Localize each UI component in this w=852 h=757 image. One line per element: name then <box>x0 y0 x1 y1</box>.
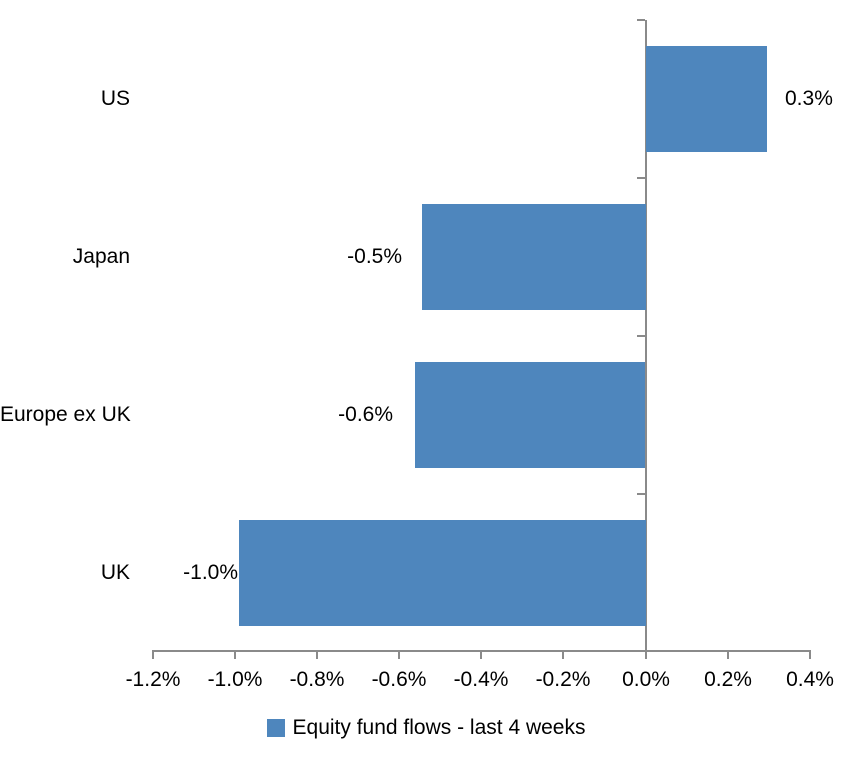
x-tick-label: -1.0% <box>207 668 263 691</box>
x-tick-label: -0.2% <box>535 668 591 691</box>
legend-swatch <box>266 719 285 737</box>
x-tick-label: -0.8% <box>289 668 345 691</box>
x-axis-tick <box>316 652 318 659</box>
y-axis-tick <box>637 19 645 21</box>
x-axis-line <box>152 650 811 652</box>
x-axis-tick <box>152 652 154 659</box>
bar-japan <box>422 204 646 310</box>
category-label: Japan <box>72 245 130 268</box>
y-axis-tick <box>637 493 645 495</box>
x-axis-tick <box>480 652 482 659</box>
bar-us <box>646 46 767 152</box>
category-label: Europe ex UK <box>0 403 131 426</box>
data-label: -0.5% <box>347 245 402 268</box>
category-label: UK <box>100 561 130 584</box>
x-tick-label: 0.0% <box>622 668 670 691</box>
x-axis-tick <box>234 652 236 659</box>
x-axis-tick <box>562 652 564 659</box>
x-axis-tick <box>809 652 811 659</box>
x-tick-label: -0.6% <box>371 668 427 691</box>
x-tick-label: 0.4% <box>786 668 834 691</box>
x-axis-tick <box>398 652 400 659</box>
data-label: -0.6% <box>338 403 393 426</box>
x-tick-label: -0.4% <box>453 668 509 691</box>
legend-label: Equity fund flows - last 4 weeks <box>292 716 586 739</box>
x-axis-tick <box>645 652 647 659</box>
category-label: US <box>100 87 130 110</box>
y-axis-tick <box>637 177 645 179</box>
data-label: 0.3% <box>785 87 833 110</box>
y-axis-tick <box>637 335 645 337</box>
bar-uk <box>239 520 646 626</box>
x-tick-label: 0.2% <box>704 668 752 691</box>
x-axis-tick <box>727 652 729 659</box>
zero-axis-line <box>645 20 647 652</box>
bar-europe-ex-uk <box>415 362 645 468</box>
legend: Equity fund flows - last 4 weeks <box>0 716 852 740</box>
data-label: -1.0% <box>183 561 238 584</box>
x-tick-label: -1.2% <box>125 668 181 691</box>
